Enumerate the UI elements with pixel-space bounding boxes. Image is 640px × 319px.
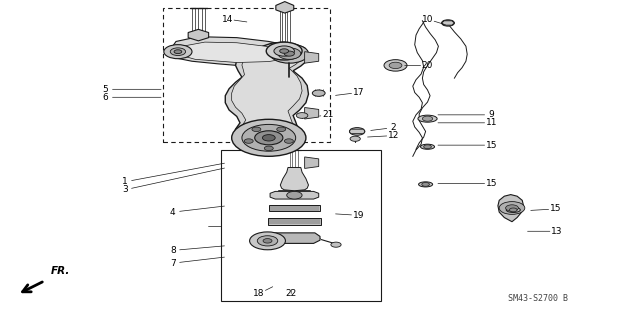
Text: 12: 12 [388, 131, 399, 140]
Circle shape [280, 49, 289, 53]
Circle shape [422, 182, 429, 186]
Text: 13: 13 [551, 227, 563, 236]
Polygon shape [305, 157, 319, 168]
Circle shape [266, 42, 302, 60]
Circle shape [174, 50, 182, 54]
Ellipse shape [420, 144, 435, 149]
Circle shape [250, 232, 285, 250]
Circle shape [278, 48, 301, 59]
Polygon shape [269, 205, 320, 211]
Circle shape [287, 191, 302, 199]
Text: 18: 18 [253, 289, 265, 298]
Text: 4: 4 [170, 208, 175, 217]
Circle shape [170, 48, 186, 56]
Circle shape [296, 113, 308, 118]
Circle shape [284, 139, 293, 143]
Polygon shape [349, 129, 365, 134]
Polygon shape [305, 108, 319, 119]
Polygon shape [225, 42, 308, 150]
Circle shape [350, 136, 360, 141]
Polygon shape [178, 42, 285, 63]
Circle shape [270, 44, 308, 63]
Polygon shape [270, 191, 319, 199]
Text: 9: 9 [489, 110, 494, 119]
Text: 7: 7 [170, 259, 175, 268]
Text: 15: 15 [486, 141, 497, 150]
Circle shape [232, 119, 306, 156]
Text: 8: 8 [170, 246, 175, 255]
Polygon shape [442, 21, 454, 25]
Circle shape [331, 242, 341, 247]
Ellipse shape [506, 207, 520, 212]
Text: 17: 17 [353, 88, 364, 97]
Bar [163, 8, 330, 142]
Text: 15: 15 [550, 204, 561, 213]
Circle shape [274, 46, 294, 56]
Text: 15: 15 [486, 179, 497, 188]
Circle shape [284, 51, 294, 56]
Circle shape [264, 146, 273, 151]
Text: 11: 11 [486, 118, 497, 127]
Text: SM43-S2700 B: SM43-S2700 B [508, 294, 568, 303]
Text: 21: 21 [322, 110, 333, 119]
Circle shape [312, 90, 325, 96]
Circle shape [255, 131, 283, 145]
Bar [221, 150, 381, 301]
Polygon shape [498, 195, 524, 222]
Circle shape [276, 127, 285, 131]
Ellipse shape [419, 182, 433, 187]
Text: 20: 20 [422, 61, 433, 70]
Circle shape [242, 124, 296, 151]
Circle shape [424, 145, 431, 149]
Polygon shape [188, 29, 209, 41]
Polygon shape [280, 167, 308, 191]
Circle shape [499, 202, 525, 214]
Circle shape [509, 208, 517, 212]
Circle shape [257, 236, 278, 246]
Text: 1: 1 [122, 177, 127, 186]
Circle shape [442, 20, 454, 26]
Text: 2: 2 [391, 123, 396, 132]
Text: 22: 22 [285, 289, 297, 298]
Text: 14: 14 [221, 15, 233, 24]
Polygon shape [232, 45, 302, 146]
Text: 5: 5 [103, 85, 108, 94]
Polygon shape [305, 52, 319, 63]
Circle shape [389, 62, 402, 69]
Circle shape [422, 116, 433, 121]
Text: 6: 6 [103, 93, 108, 102]
Text: 3: 3 [122, 185, 127, 194]
Circle shape [349, 128, 365, 135]
Circle shape [262, 135, 275, 141]
Circle shape [384, 60, 407, 71]
Polygon shape [269, 233, 320, 243]
Circle shape [263, 239, 272, 243]
Polygon shape [168, 37, 294, 65]
Circle shape [252, 127, 261, 131]
Ellipse shape [418, 115, 437, 122]
Circle shape [164, 45, 192, 59]
Polygon shape [276, 2, 294, 13]
Circle shape [244, 139, 253, 143]
Text: FR.: FR. [51, 266, 70, 276]
Text: 10: 10 [422, 15, 433, 24]
Polygon shape [268, 218, 321, 225]
Circle shape [506, 205, 518, 211]
Text: 19: 19 [353, 211, 364, 220]
